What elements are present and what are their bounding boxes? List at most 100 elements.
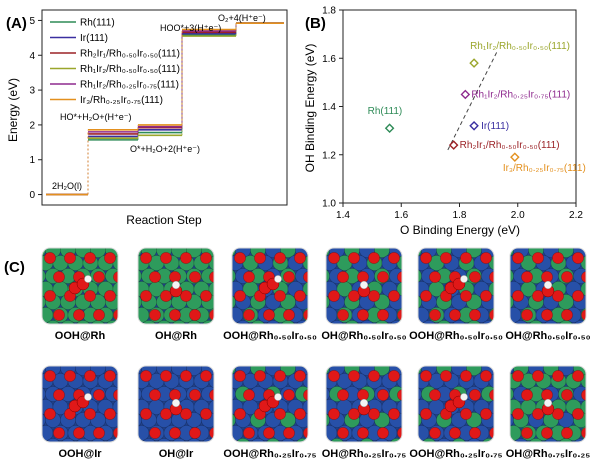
oxygen-atom <box>104 252 116 264</box>
oxygen-atom <box>552 252 564 264</box>
oxygen-atom <box>469 389 481 401</box>
oxygen-atom <box>180 252 192 264</box>
metal-atom <box>216 412 231 427</box>
oxygen-atom <box>303 271 308 283</box>
metal-atom <box>208 255 214 271</box>
metal-atom <box>496 412 511 427</box>
scatter-point-label-1: Rh₁Ir₂/Rh₀.₅₀Ir₀.₅₀(111) <box>470 41 570 52</box>
energy-x-axis-title: Reaction Step <box>126 213 202 227</box>
metal-atom <box>302 281 308 297</box>
metal-atom <box>201 438 214 442</box>
oxygen-atom <box>243 389 255 401</box>
metal-atom <box>588 386 600 401</box>
oxygen-atom <box>274 290 286 302</box>
energy-y-tick-label: 4 <box>29 51 35 62</box>
metal-atom <box>596 399 600 414</box>
metal-atom <box>310 360 325 375</box>
panel-a-label: (A) <box>6 15 27 32</box>
legend-label-1: Ir(111) <box>80 33 108 44</box>
oxygen-atom <box>44 252 56 264</box>
scatter-point-label-2: Rh₁Ir₂/Rh₀.₂₅Ir₀.₇₅(111) <box>471 89 570 100</box>
metal-atom <box>141 438 157 442</box>
adsorbate-hydrogen <box>460 275 468 283</box>
structure-border <box>231 247 309 325</box>
oxygen-atom <box>377 271 389 283</box>
metal-atom <box>418 366 422 376</box>
metal-atom <box>344 438 360 442</box>
oxygen-atom <box>388 252 400 264</box>
oxygen-atom <box>294 408 306 420</box>
metal-atom <box>42 307 54 323</box>
metal-atom <box>295 320 308 324</box>
metal-atom <box>326 386 330 402</box>
oxygen-atom <box>348 408 360 420</box>
oxygen-atom <box>469 309 481 321</box>
metal-atom <box>232 425 244 441</box>
structure-tile-3: OH@Rh₀.₅₀Ir₀.₅₀ <box>321 247 407 342</box>
metal-atom <box>138 248 142 258</box>
metal-atom <box>42 268 46 284</box>
oxygen-atom <box>449 427 461 439</box>
metal-atom <box>421 438 437 442</box>
oxygen-atom <box>243 271 255 283</box>
scatter-point-4 <box>448 140 459 150</box>
scatter-y-tick-label: 1.8 <box>322 6 336 17</box>
metal-atom <box>120 242 135 257</box>
oxygen-atom <box>552 290 564 302</box>
metal-atom <box>510 366 514 376</box>
oxygen-atom <box>140 370 152 382</box>
oxygen-atom <box>572 370 584 382</box>
oxygen-atom <box>469 427 481 439</box>
legend-label-4: Rh₁Ir₂/Rh₀.₂₅Ir₀.₇₅(111) <box>80 80 179 91</box>
metal-atom <box>141 320 157 324</box>
oxygen-atom <box>84 252 96 264</box>
adsorbate-hydrogen <box>84 275 92 283</box>
oxygen-atom <box>512 252 524 264</box>
metal-atom <box>138 268 142 284</box>
metal-atom <box>488 399 494 415</box>
scatter-point-0 <box>384 123 395 134</box>
oxygen-atom <box>283 389 295 401</box>
oxygen-atom <box>180 370 192 382</box>
energy-y-axis-title: Energy (eV) <box>6 78 20 142</box>
structure-label-3: OH@Rh₀.₅₀Ir₀.₅₀ <box>321 330 406 342</box>
oxygen-atom <box>149 271 161 283</box>
metal-atom <box>45 438 61 442</box>
panel-b-label: (B) <box>305 15 326 32</box>
metal-atom <box>42 320 46 324</box>
metal-atom <box>481 320 494 324</box>
metal-atom <box>488 255 494 271</box>
oxygen-atom <box>561 309 573 321</box>
metal-atom <box>105 438 118 442</box>
oxygen-atom <box>149 427 161 439</box>
metal-atom <box>42 425 54 441</box>
scatter-x-tick-label: 1.6 <box>394 210 408 221</box>
oxygen-atom <box>429 389 441 401</box>
oxygen-atom <box>440 370 452 382</box>
metal-atom <box>138 386 142 402</box>
oxygen-atom <box>561 389 573 401</box>
metal-atom <box>596 307 600 322</box>
oxygen-atom <box>149 389 161 401</box>
oxygen-atom <box>113 389 118 401</box>
metal-atom <box>421 320 437 324</box>
oxygen-atom <box>44 408 56 420</box>
metal-atom <box>596 255 600 270</box>
metal-atom <box>543 438 559 442</box>
metal-atom <box>528 438 544 442</box>
metal-atom <box>42 412 46 428</box>
structure-lattice <box>42 242 135 324</box>
oxygen-atom <box>149 309 161 321</box>
oxygen-atom <box>348 252 360 264</box>
metal-atom <box>418 425 430 441</box>
energy-diagram: Energy (eV) Reaction Step 0 1 2 3 4 5 2H₂O(l)… <box>6 9 288 227</box>
oxygen-atom <box>460 370 472 382</box>
metal-atom <box>596 373 600 388</box>
metal-atom <box>418 386 422 402</box>
metal-atom <box>436 320 452 324</box>
oxygen-atom <box>397 427 402 439</box>
oxygen-atom <box>541 309 553 321</box>
metal-atom <box>389 320 402 324</box>
metal-atom <box>326 366 330 376</box>
oxygen-atom <box>263 427 275 439</box>
